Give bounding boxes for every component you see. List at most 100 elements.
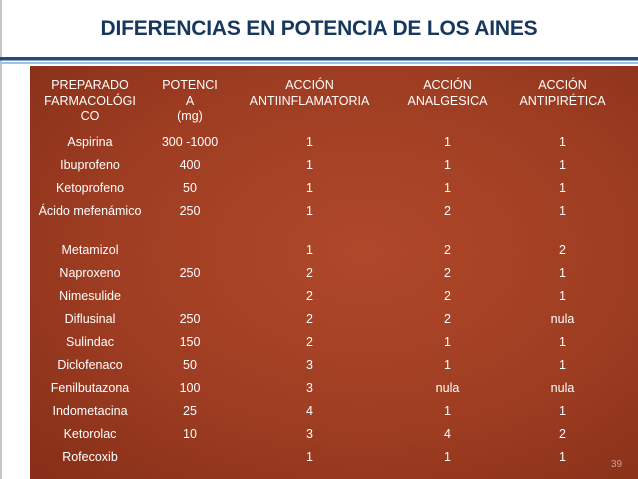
header-line: ANALGESICA xyxy=(407,93,488,108)
drug-name-cell: Aspirina xyxy=(67,134,113,149)
antipyretic-cell: 1 xyxy=(559,157,566,172)
slide-title: DIFERENCIAS EN POTENCIA DE LOS AINES xyxy=(100,17,538,40)
header-line: PREPARADO xyxy=(51,78,129,92)
table-row: Ketoprofeno 50 1 1 1 xyxy=(30,177,619,200)
potency-cell: 50 xyxy=(183,357,197,372)
anti-inflammatory-cell: 3 xyxy=(306,357,313,372)
table-body: Aspirina 300 -1000 1 1 1 Ibuprofeno 400 1 1 1 Keto… xyxy=(30,131,619,469)
analgesic-cell: 1 xyxy=(444,334,451,349)
underline-light-band xyxy=(0,62,638,64)
table-header-row: PREPARADO FARMACOLÓGI CO POTENCI A (mg) ACCIÓN… xyxy=(30,66,619,131)
potency-cell xyxy=(150,285,230,308)
underline-dark-band xyxy=(0,57,638,61)
table-row: Fenilbutazona 100 3 nula nula xyxy=(30,377,619,400)
header-potencia: POTENCI A (mg) xyxy=(150,66,230,131)
table-row: Indometacina 25 4 1 1 xyxy=(30,400,619,423)
slide-left-edge xyxy=(0,0,2,479)
analgesic-cell: 1 xyxy=(444,449,451,464)
anti-inflammatory-cell: 1 xyxy=(306,203,313,218)
antipyretic-cell: 1 xyxy=(559,357,566,372)
analgesic-cell: 1 xyxy=(444,180,451,195)
header-line: ANTIPIRÉTICA xyxy=(519,93,606,108)
analgesic-cell: 1 xyxy=(444,134,451,149)
anti-inflammatory-cell: 2 xyxy=(306,265,313,280)
nsaid-potency-table: PREPARADO FARMACOLÓGI CO POTENCI A (mg) ACCIÓN… xyxy=(30,66,619,469)
potency-cell: 250 xyxy=(179,311,201,326)
content-panel xyxy=(30,66,638,479)
analgesic-cell: 2 xyxy=(444,288,451,303)
drug-name-cell: Sulindac xyxy=(66,334,114,349)
drug-name-cell: Metamizol xyxy=(61,242,119,257)
analgesic-cell: 1 xyxy=(444,157,451,172)
potency-cell: 400 xyxy=(179,157,201,172)
antipyretic-cell: 1 xyxy=(559,449,566,464)
table-row: Rofecoxib 1 1 1 xyxy=(30,446,619,469)
antipyretic-cell: nula xyxy=(550,311,575,326)
antipyretic-cell: 1 xyxy=(559,134,566,149)
drug-name-cell: Ketorolac xyxy=(63,426,117,441)
drug-name-cell: Rofecoxib xyxy=(62,449,118,464)
potency-cell: 50 xyxy=(183,180,197,195)
antipyretic-cell: 1 xyxy=(559,403,566,418)
anti-inflammatory-cell: 2 xyxy=(306,334,313,349)
potency-cell: 25 xyxy=(183,403,197,418)
potency-cell: 250 xyxy=(179,265,201,280)
antipyretic-cell: 1 xyxy=(559,180,566,195)
analgesic-cell: 2 xyxy=(444,242,451,257)
anti-inflammatory-cell: 1 xyxy=(306,134,313,149)
table-row: Aspirina 300 -1000 1 1 1 xyxy=(30,131,619,154)
drug-name-cell: Ácido mefenámico xyxy=(38,203,142,218)
drug-name-cell: Fenilbutazona xyxy=(50,380,130,395)
potency-cell: 10 xyxy=(183,426,197,441)
antipyretic-cell: 1 xyxy=(559,334,566,349)
antipyretic-cell: nula xyxy=(550,380,575,395)
potency-cell: 100 xyxy=(179,380,201,395)
analgesic-cell: 2 xyxy=(444,265,451,280)
table-row: Ketorolac 10 3 4 2 xyxy=(30,423,619,446)
anti-inflammatory-cell: 1 xyxy=(306,449,313,464)
potency-cell: 250 xyxy=(179,203,201,218)
header-line: POTENCI xyxy=(162,78,218,92)
drug-name-cell: Indometacina xyxy=(52,403,128,418)
table-row: Nimesulide 2 2 1 xyxy=(30,285,619,308)
anti-inflammatory-cell: 1 xyxy=(306,242,313,257)
table-row: Metamizol 1 2 2 xyxy=(30,239,619,262)
drug-name-cell: Diclofenaco xyxy=(57,357,123,372)
anti-inflammatory-cell: 1 xyxy=(306,180,313,195)
drug-name-cell: Ibuprofeno xyxy=(60,157,120,172)
header-preparado: PREPARADO FARMACOLÓGI CO xyxy=(30,66,150,131)
potency-cell xyxy=(150,239,230,262)
antipyretic-cell: 1 xyxy=(559,203,566,218)
header-line: ANTIINFLAMATORIA xyxy=(249,93,370,108)
anti-inflammatory-cell: 3 xyxy=(306,426,313,441)
anti-inflammatory-cell: 4 xyxy=(306,403,313,418)
header-line: A xyxy=(185,93,195,108)
potency-cell: 150 xyxy=(179,334,201,349)
header-line: ACCIÓN xyxy=(285,78,334,92)
anti-inflammatory-cell: 2 xyxy=(306,288,313,303)
header-line: (mg) xyxy=(177,109,203,123)
drug-name-cell: Ketoprofeno xyxy=(55,180,125,195)
analgesic-cell: 2 xyxy=(444,203,451,218)
potency-cell xyxy=(150,446,230,469)
antipyretic-cell: 1 xyxy=(559,265,566,280)
header-line: ACCIÓN xyxy=(538,78,587,92)
analgesic-cell: 1 xyxy=(444,357,451,372)
table-row: Sulindac 150 2 1 1 xyxy=(30,331,619,354)
table-row: Diclofenaco 50 3 1 1 xyxy=(30,354,619,377)
header-line: ACCIÓN xyxy=(423,78,472,92)
table-row: Naproxeno 250 2 2 1 xyxy=(30,262,619,285)
header-antiinflamatoria: ACCIÓN ANTIINFLAMATORIA xyxy=(230,66,389,131)
drug-name-cell: Naproxeno xyxy=(59,265,121,280)
potency-cell: 300 -1000 xyxy=(161,134,219,149)
analgesic-cell: nula xyxy=(435,380,460,395)
header-line: FARMACOLÓGI xyxy=(44,93,136,108)
slide-number: 39 xyxy=(611,459,623,470)
table-row: Ibuprofeno 400 1 1 1 xyxy=(30,154,619,177)
header-line: CO xyxy=(80,109,100,123)
analgesic-cell: 4 xyxy=(444,426,451,441)
table-row: Ácido mefenámico 250 1 2 1 xyxy=(30,200,619,239)
anti-inflammatory-cell: 2 xyxy=(306,311,313,326)
antipyretic-cell: 2 xyxy=(559,242,566,257)
drug-name-cell: Diflusinal xyxy=(64,311,116,326)
